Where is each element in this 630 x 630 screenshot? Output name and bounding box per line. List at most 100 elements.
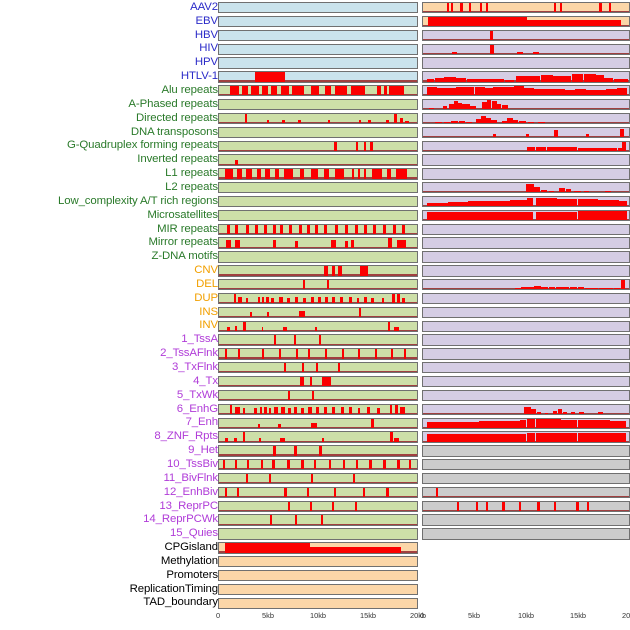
track-panel-right-2-tssaflnk[interactable] (422, 348, 630, 360)
track-bar (502, 120, 508, 124)
track-baseline (219, 454, 417, 456)
track-panel-left-z-dna-motifs[interactable] (218, 251, 418, 263)
track-panel-right-a-phased-repeats[interactable] (422, 98, 630, 111)
track-panel-right-del[interactable] (422, 279, 630, 291)
track-panel-left-inverted-repeats[interactable] (218, 154, 418, 166)
track-panel-left-g-quadruplex-forming-repeats[interactable] (218, 140, 418, 152)
track-bar (577, 211, 588, 221)
track-panel-left-alu-repeats[interactable] (218, 85, 418, 97)
track-panel-right-ins[interactable] (422, 306, 630, 319)
track-panel-right-3-txflnk[interactable] (422, 362, 630, 374)
track-panel-right-1-tssa[interactable] (422, 334, 630, 346)
track-panel-right-mirror-repeats[interactable] (422, 237, 630, 249)
track-panel-left-3-txflnk[interactable] (218, 362, 418, 374)
track-bar (546, 211, 557, 221)
track-panel-right-7-enh[interactable] (422, 417, 630, 429)
track-panel-left-mir-repeats[interactable] (218, 223, 418, 235)
track-panel-right-15-quies[interactable] (422, 528, 630, 540)
track-bar (574, 190, 581, 193)
track-panel-left-5-txwk[interactable] (218, 389, 418, 402)
track-panel-right-6-enhg[interactable] (422, 403, 630, 416)
track-panel-left-l2-repeats[interactable] (218, 182, 418, 194)
track-bar (261, 327, 264, 331)
track-panel-right-directed-repeats[interactable] (422, 112, 630, 125)
track-panel-right-alu-repeats[interactable] (422, 85, 630, 97)
track-panel-left-15-quies[interactable] (218, 528, 418, 540)
track-panel-right-12-enhbiv[interactable] (422, 486, 630, 499)
track-panel-left-dna-transposons[interactable] (218, 126, 418, 139)
track-panel-right-l2-repeats[interactable] (422, 182, 630, 194)
track-bar (442, 106, 447, 110)
track-panel-left-a-phased-repeats[interactable] (218, 98, 418, 111)
track-panel-right-14-reprpcwk[interactable] (422, 514, 630, 526)
track-panel-right-10-tssbiv[interactable] (422, 459, 630, 471)
track-panel-right-dup[interactable] (422, 292, 630, 305)
track-panel-left-4-tx[interactable] (218, 375, 418, 388)
track-bar (593, 432, 603, 442)
track-bar (236, 487, 240, 498)
track-panel-right-z-dna-motifs[interactable] (422, 251, 630, 263)
track-panel-right-cnv[interactable] (422, 265, 630, 277)
track-panel-left-10-tssbiv[interactable] (218, 459, 418, 471)
track-panel-left-ins[interactable] (218, 306, 418, 319)
track-bar (318, 297, 321, 304)
track-panel-right-aav2[interactable] (422, 2, 630, 14)
track-panel-left-aav2[interactable] (218, 2, 418, 14)
track-panel-left-del[interactable] (218, 279, 418, 291)
track-panel-left-replicationtiming[interactable] (218, 583, 418, 596)
track-panel-left-hbv[interactable] (218, 29, 418, 42)
track-baseline (423, 38, 629, 41)
track-panel-left-12-enhbiv[interactable] (218, 486, 418, 499)
track-panel-left-2-tssaflnk[interactable] (218, 348, 418, 360)
track-panel-left-microsatellites[interactable] (218, 209, 418, 222)
track-panel-left-hpv[interactable] (218, 57, 418, 69)
track-panel-left-mirror-repeats[interactable] (218, 237, 418, 249)
track-panel-right-inverted-repeats[interactable] (422, 154, 630, 166)
track-bar (390, 432, 394, 442)
track-panel-right-htlv-1[interactable] (422, 71, 630, 83)
track-panel-left-htlv-1[interactable] (218, 71, 418, 83)
track-panel-right-mir-repeats[interactable] (422, 223, 630, 235)
track-bar (366, 407, 371, 414)
track-panel-right-g-quadruplex-forming-repeats[interactable] (422, 140, 630, 152)
track-bar (587, 147, 599, 151)
track-panel-left-14-reprpcwk[interactable] (218, 514, 418, 526)
track-panel-right-11-bivflnk[interactable] (422, 472, 630, 485)
track-panel-right-microsatellites[interactable] (422, 209, 630, 222)
track-panel-left-13-reprpc[interactable] (218, 500, 418, 512)
track-panel-right-l1-repeats[interactable] (422, 168, 630, 180)
track-panel-right-9-het[interactable] (422, 445, 630, 457)
track-panel-left-11-bivflnk[interactable] (218, 472, 418, 485)
track-bar (523, 406, 532, 414)
track-panel-right-hiv[interactable] (422, 43, 630, 55)
track-panel-right-hpv[interactable] (422, 57, 630, 69)
track-panel-left-7-enh[interactable] (218, 417, 418, 429)
track-panel-left-1-tssa[interactable] (218, 334, 418, 346)
track-panel-right-hbv[interactable] (422, 29, 630, 42)
track-panel-left-dup[interactable] (218, 292, 418, 305)
track-panel-left-l1-repeats[interactable] (218, 168, 418, 180)
track-panel-left-6-enhg[interactable] (218, 403, 418, 416)
track-panel-left-low-complexity-a-t-rich-regions[interactable] (218, 195, 418, 208)
track-panel-left-hiv[interactable] (218, 43, 418, 55)
track-panel-right-ebv[interactable] (422, 15, 630, 28)
track-bar (308, 407, 312, 414)
track-panel-right-4-tx[interactable] (422, 375, 630, 388)
track-panel-right-13-reprpc[interactable] (422, 500, 630, 512)
track-panel-left-9-het[interactable] (218, 445, 418, 457)
track-panel-right-8-znf-rpts[interactable] (422, 431, 630, 443)
track-bar (355, 460, 358, 470)
track-panel-left-directed-repeats[interactable] (218, 112, 418, 125)
track-panel-left-ebv[interactable] (218, 15, 418, 28)
track-panel-left-tad-boundary[interactable] (218, 597, 418, 609)
track-panel-right-inv[interactable] (422, 320, 630, 332)
track-panel-right-low-complexity-a-t-rich-regions[interactable] (422, 195, 630, 208)
track-panel-left-inv[interactable] (218, 320, 418, 332)
track-panel-left-methylation[interactable] (218, 556, 418, 568)
track-panel-left-promoters[interactable] (218, 569, 418, 582)
track-panel-left-8-znf-rpts[interactable] (218, 431, 418, 443)
track-panel-right-dna-transposons[interactable] (422, 126, 630, 139)
track-panel-left-cnv[interactable] (218, 265, 418, 277)
track-panel-right-5-txwk[interactable] (422, 389, 630, 402)
track-panel-left-cpgisland[interactable] (218, 542, 418, 554)
